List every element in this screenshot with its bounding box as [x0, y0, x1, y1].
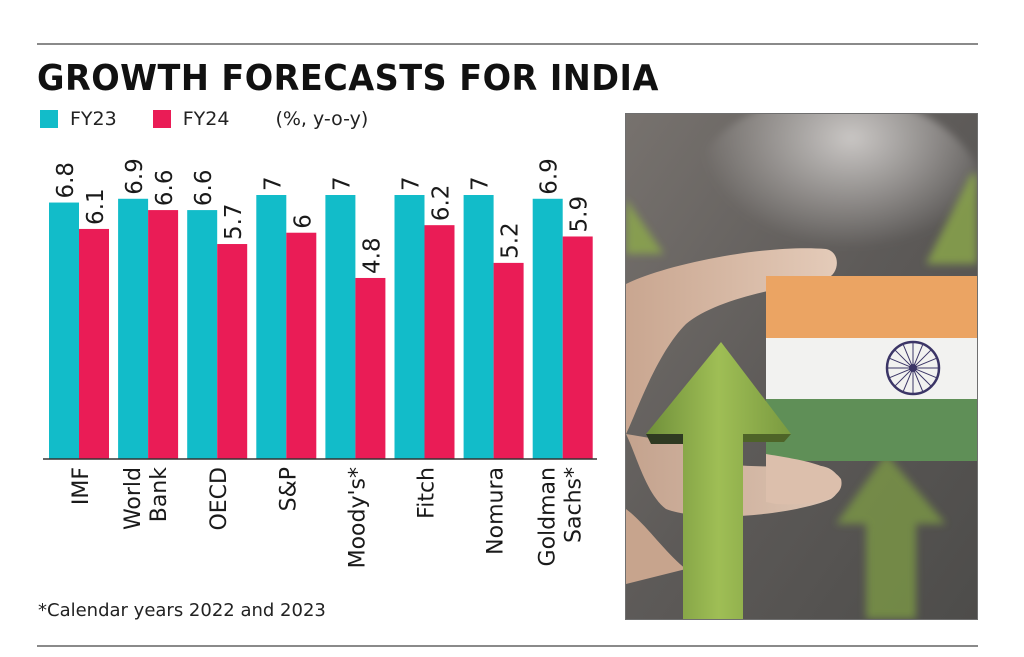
top-rule: [37, 43, 978, 45]
value-label-fy24-s-p: 6: [290, 214, 316, 229]
bar-fy24-goldman-sachs: [562, 236, 593, 459]
india-flag-icon: [766, 276, 977, 461]
india-growth-photo: [625, 113, 978, 620]
thumb: [766, 454, 842, 505]
background-arrow-icon: [626, 174, 977, 619]
bar-fy23-world-bank: [118, 198, 149, 459]
bar-fy24-world-bank: [148, 210, 179, 459]
category-label-fitch: Fitch: [415, 467, 440, 519]
value-label-fy23-world-bank: 6.9: [122, 158, 148, 195]
bars-group: [49, 195, 593, 460]
up-arrow-icon: [646, 342, 791, 619]
bar-fy24-s-p: [286, 232, 317, 459]
category-labels-group: IMF World Bank OECD S&P Moody's* Fitch Nomura Go…: [69, 467, 587, 569]
value-label-fy23-nomura: 7: [468, 176, 494, 191]
bar-fy23-nomura: [463, 195, 494, 459]
bar-fy24-imf: [79, 228, 109, 459]
category-label-oecd: OECD: [207, 467, 232, 531]
bottom-rule: [37, 645, 978, 647]
bar-fy23-moody-s: [325, 195, 356, 459]
value-label-fy23-oecd: 6.6: [191, 170, 217, 207]
category-label-imf: IMF: [69, 467, 94, 505]
chart-title: GROWTH FORECASTS FOR INDIA: [37, 58, 659, 99]
bar-fy24-nomura: [493, 262, 524, 459]
bar-fy23-goldman-sachs: [532, 198, 563, 459]
legend-item-fy24: FY24: [152, 108, 230, 130]
legend: FY23 FY24 (%, y-o-y): [40, 108, 368, 130]
value-label-fy24-fitch: 6.2: [429, 185, 455, 222]
category-label-moody-s: Moody's*: [345, 467, 370, 568]
legend-item-fy23: FY23: [40, 108, 117, 130]
value-label-fy24-imf: 6.1: [83, 188, 109, 225]
bar-fy23-fitch: [394, 195, 425, 459]
bar-fy23-s-p: [256, 195, 287, 459]
footnote: *Calendar years 2022 and 2023: [38, 600, 326, 621]
value-label-fy24-world-bank: 6.6: [152, 170, 178, 207]
value-label-fy24-moody-s: 4.8: [359, 237, 385, 274]
legend-label-fy24: FY24: [182, 108, 230, 130]
category-label-goldman-sachs-line2: Sachs*: [562, 467, 587, 543]
legend-unit: (%, y-o-y): [275, 108, 369, 130]
legend-swatch-fy23: [40, 110, 58, 128]
value-label-fy23-goldman-sachs: 6.9: [537, 158, 563, 195]
bar-fy24-oecd: [217, 244, 248, 459]
legend-swatch-fy24: [152, 110, 171, 128]
value-label-fy23-moody-s: 7: [329, 176, 355, 191]
category-label-world-bank-line1: World: [121, 467, 146, 530]
value-label-fy23-imf: 6.8: [53, 162, 79, 199]
photo-illustration: [626, 114, 977, 619]
category-label-nomura: Nomura: [484, 467, 509, 555]
bar-fy23-oecd: [187, 210, 218, 459]
bar-fy23-imf: [49, 202, 79, 460]
value-label-fy24-nomura: 5.2: [498, 222, 524, 259]
bar-fy24-fitch: [424, 225, 455, 459]
value-label-fy24-goldman-sachs: 5.9: [567, 196, 593, 233]
value-label-fy24-oecd: 5.7: [221, 203, 247, 240]
ashoka-chakra-icon: [885, 340, 941, 396]
legend-label-fy23: FY23: [70, 108, 117, 130]
category-label-s-p: S&P: [276, 467, 301, 511]
value-label-fy23-fitch: 7: [399, 176, 425, 191]
category-label-world-bank-line2: Bank: [147, 467, 172, 523]
category-label-goldman-sachs-line1: Goldman: [536, 467, 561, 566]
value-label-fy23-s-p: 7: [260, 176, 286, 191]
bar-fy24-moody-s: [355, 277, 386, 459]
